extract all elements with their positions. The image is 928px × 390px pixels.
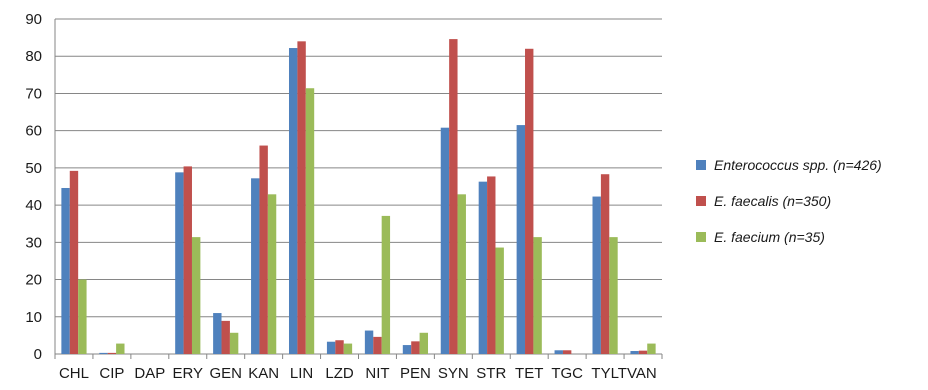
bar <box>533 237 542 354</box>
bar <box>69 170 79 354</box>
bar <box>554 350 563 354</box>
legend-swatch <box>696 196 706 206</box>
bar <box>259 145 268 354</box>
legend-swatch <box>696 160 706 170</box>
bar <box>297 41 306 354</box>
x-tick-label: CHL <box>59 365 89 382</box>
legend-swatch <box>696 232 706 242</box>
bar <box>183 166 192 354</box>
x-tick-label: NIT <box>365 365 389 382</box>
bar <box>638 350 648 354</box>
bar <box>562 350 572 354</box>
bar <box>99 352 108 354</box>
bar <box>495 247 504 354</box>
bar <box>175 172 184 354</box>
legend-entry: E. faecalis (n=350) <box>714 193 831 209</box>
y-tick-label: 50 <box>25 160 42 177</box>
x-tick-label: KAN <box>248 365 279 382</box>
y-tick-label: 0 <box>34 346 42 363</box>
bar <box>288 48 298 355</box>
x-tick-label: PEN <box>400 365 431 382</box>
bar <box>478 181 488 354</box>
bar <box>487 176 496 354</box>
bar <box>402 345 412 354</box>
bar <box>343 343 353 354</box>
bar <box>373 336 382 354</box>
bar <box>305 88 315 354</box>
bar <box>381 215 391 354</box>
x-tick-label: LIN <box>290 365 313 382</box>
y-tick-label: 60 <box>25 123 42 140</box>
bar <box>191 237 201 354</box>
y-tick-label: 80 <box>25 48 42 65</box>
legend-entry: Enterococcus spp. (n=426) <box>714 157 882 173</box>
y-tick-label: 20 <box>25 272 42 289</box>
x-tick-label: GEN <box>209 365 242 382</box>
bar <box>335 340 344 354</box>
bar <box>213 313 222 354</box>
y-tick-label: 30 <box>25 234 42 251</box>
bar <box>630 351 639 354</box>
bar <box>267 194 277 354</box>
bar <box>609 237 618 354</box>
y-tick-label: 40 <box>25 197 42 214</box>
legend-entry: E. faecium (n=35) <box>714 229 825 245</box>
x-tick-label: TYLTVAN <box>591 365 656 382</box>
x-tick-label: DAP <box>134 365 165 382</box>
y-tick-label: 70 <box>25 85 42 102</box>
bar <box>647 343 656 354</box>
bar <box>229 332 239 354</box>
bar <box>221 320 230 354</box>
bar <box>600 174 610 354</box>
bar <box>411 341 420 354</box>
bar <box>364 330 374 354</box>
bar <box>78 279 87 354</box>
y-tick-label: 10 <box>25 309 42 326</box>
x-tick-label: TGC <box>551 365 583 382</box>
y-tick-label: 90 <box>25 11 42 28</box>
x-tick-label: STR <box>476 365 506 382</box>
bar <box>419 332 429 354</box>
bar <box>61 187 70 354</box>
bar <box>516 125 526 354</box>
x-tick-label: LZD <box>325 365 354 382</box>
bar <box>326 341 336 354</box>
x-tick-label: TET <box>515 365 543 382</box>
bar <box>525 48 534 355</box>
bar <box>116 343 125 354</box>
bar <box>251 178 260 354</box>
x-tick-label: SYN <box>438 365 469 382</box>
bar <box>592 196 601 354</box>
bar <box>449 39 458 354</box>
bar <box>440 127 450 354</box>
x-tick-label: CIP <box>99 365 124 382</box>
bar <box>107 352 117 354</box>
bar <box>457 194 466 354</box>
x-tick-label: ERY <box>172 365 203 382</box>
